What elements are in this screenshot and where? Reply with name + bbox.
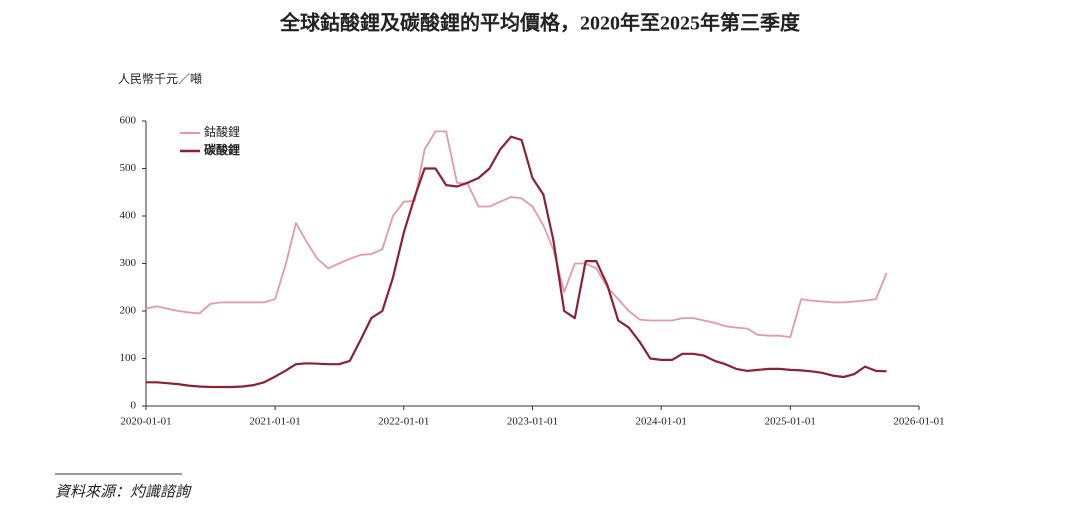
series-line [145, 130, 888, 338]
x-tick-label: 2022-01-01 [378, 416, 429, 428]
y-axis-label: 人民幣千元／噸 [118, 72, 202, 86]
source-note: 資料來源：灼識諮詢 [55, 483, 192, 500]
legend-label: 鈷酸鋰 [204, 124, 240, 139]
legend-label: 碳酸鋰 [204, 142, 240, 157]
x-tick-label: 2025-01-01 [765, 416, 816, 428]
y-tick-label: 100 [120, 352, 137, 364]
x-tick-label: 2024-01-01 [636, 416, 687, 428]
series-line [146, 135, 887, 389]
y-tick-label: 300 [120, 257, 137, 269]
y-tick-label: 600 [120, 115, 137, 127]
y-tick-label: 200 [120, 305, 137, 317]
x-tick-label: 2021-01-01 [249, 416, 300, 428]
x-tick-label: 2020-01-01 [120, 416, 171, 428]
y-tick-label: 500 [120, 162, 137, 174]
x-tick-label: 2023-01-01 [507, 416, 558, 428]
chart-title: 全球鈷酸鋰及碳酸鋰的平均價格，2020年至2025年第三季度 [279, 11, 801, 35]
x-tick-label: 2026-01-01 [893, 416, 944, 428]
y-tick-label: 0 [131, 400, 137, 412]
y-tick-label: 400 [120, 210, 137, 222]
